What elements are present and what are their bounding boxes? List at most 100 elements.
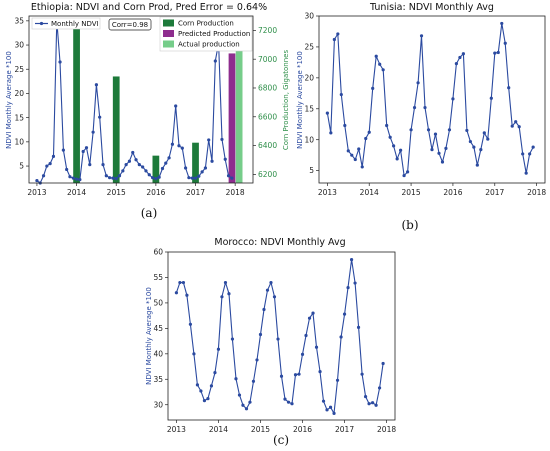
tunisia-ndvi-data-point (479, 148, 483, 152)
tunisia-x-tick-label: 2013 (318, 188, 337, 197)
ethiopia-ndvi-data-point (51, 154, 56, 158)
tunisia-ndvi-data-point (503, 41, 507, 45)
ethiopia-ndvi-data-point (74, 177, 79, 181)
morocco-ndvi-data-point (283, 397, 287, 401)
tunisia-ndvi-data-point (378, 62, 382, 66)
morocco-ndvi-data-point (248, 400, 252, 404)
tunisia-ndvi-data-point (458, 55, 462, 60)
morocco-ndvi-data-point (356, 325, 361, 329)
ethiopia-ndvi-data-point (61, 148, 65, 152)
morocco-ndvi-data-point (220, 295, 224, 299)
morocco-ndvi-data-point (181, 280, 186, 285)
tunisia-ndvi-data-point (475, 163, 479, 167)
ethiopia-ndvi-legend-label: Monthly NDVI (51, 20, 99, 28)
tunisia-ndvi-data-point (392, 144, 396, 148)
tunisia-x-tick-label: 2015 (402, 188, 421, 197)
morocco-ndvi-data-point (237, 393, 242, 397)
morocco-ndvi-data-point (279, 374, 284, 378)
ethiopia-y2-tick-label: 6600 (258, 112, 277, 121)
tunisia-ndvi-data-point (406, 170, 410, 174)
ethiopia-y-tick-label: 25 (14, 65, 24, 74)
ethiopia-ndvi-data-point (78, 178, 82, 182)
ethiopia-y-tick-label: 20 (14, 89, 24, 98)
ethiopia-ndvi-data-point (48, 162, 52, 166)
ethiopia-y2-tick-label: 6400 (258, 141, 277, 150)
morocco-x-tick-label: 2015 (251, 425, 270, 434)
tunisia-ndvi-data-point (500, 21, 504, 26)
morocco-ndvi-data-point (304, 333, 308, 338)
morocco-ndvi-data-point (342, 312, 347, 316)
morocco-y-tick-label: 55 (153, 273, 163, 282)
tunisia-ndvi-data-point (329, 131, 333, 135)
morocco-plot-frame (167, 251, 396, 421)
ethiopia-ndvi-data-point (207, 138, 211, 142)
ethiopia-ndvi-data-point (137, 163, 141, 167)
morocco-chart-panel: Morocco: NDVI Monthly Avg 2013 2014 2015 20… (145, 237, 396, 447)
morocco-ndvi-data-point (202, 399, 207, 403)
morocco-ndvi-data-point (381, 361, 385, 366)
tunisia-chart-title: Tunisia: NDVI Monthly Avg (369, 2, 494, 13)
morocco-panel-label: (c) (273, 433, 289, 447)
ethiopia-ndvi-data-point (108, 176, 112, 180)
morocco-x-tick-label: 2018 (377, 425, 396, 434)
ethiopia-y2-tick-label: 6200 (258, 170, 277, 179)
morocco-ndvi-data-point (262, 307, 266, 312)
ethiopia-corn-legend-label: Corn Production (178, 20, 234, 28)
ethiopia-ndvi-data-point (71, 176, 75, 180)
corn-production-bar (73, 21, 80, 183)
tunisia-ndvi-data-point (468, 139, 472, 144)
tunisia-ndvi-data-point (353, 157, 357, 162)
tunisia-ndvi-data-point (489, 96, 493, 100)
morocco-ndvi-data-point (377, 386, 382, 390)
tunisia-y-tick-label: 20 (304, 73, 314, 82)
tunisia-ndvi-data-point (528, 152, 532, 156)
morocco-ndvi-data-point (174, 291, 179, 295)
tunisia-ndvi-data-point (430, 148, 434, 152)
ethiopia-ndvi-data-point (101, 163, 105, 167)
morocco-ndvi-data-point (251, 379, 256, 383)
tunisia-ndvi-data-point (486, 137, 490, 141)
ethiopia-ndvi-data-point (150, 176, 155, 180)
morocco-ndvi-data-point (195, 383, 200, 387)
morocco-ndvi-data-point (314, 345, 319, 349)
ethiopia-ndvi-data-point (45, 164, 49, 168)
tunisia-ndvi-data-point (451, 97, 455, 101)
ethiopia-y-tick-label: 30 (14, 41, 24, 50)
tunisia-y-tick-label: 15 (304, 104, 314, 113)
ethiopia-ndvi-data-point (88, 163, 92, 167)
ethiopia-ndvi-data-point (65, 167, 69, 172)
tunisia-plot-frame (318, 15, 546, 184)
ethiopia-ndvi-data-point (180, 146, 184, 150)
ethiopia-ndvi-data-point (68, 175, 72, 179)
ethiopia-ndvi-data-point (170, 142, 174, 146)
ethiopia-corn-legend-swatch (163, 19, 174, 27)
ethiopia-ndvi-data-point (144, 169, 148, 173)
morocco-ndvi-data-point (213, 371, 217, 375)
ethiopia-ndvi-data-point (94, 83, 98, 87)
morocco-x-tick-label: 2013 (167, 425, 186, 434)
tunisia-y-axis-label: NDVI Monthly Average *100 (296, 51, 304, 149)
corn-production-bar (192, 142, 199, 183)
tunisia-ndvi-data-point (364, 136, 368, 141)
tunisia-ndvi-data-point (399, 148, 403, 152)
tunisia-ndvi-data-point (426, 128, 431, 132)
morocco-ndvi-series-line (175, 259, 384, 414)
tunisia-ndvi-data-point (514, 120, 518, 124)
tunisia-ndvi-data-point (437, 151, 441, 155)
tunisia-ndvi-data-point (447, 128, 452, 132)
ethiopia-production-legend-box (159, 16, 253, 52)
morocco-y-tick-label: 40 (153, 349, 163, 358)
morocco-ndvi-data-point (321, 399, 326, 403)
tunisia-ndvi-data-point (367, 130, 371, 134)
morocco-ndvi-data-point (265, 288, 270, 292)
tunisia-ndvi-data-point (510, 124, 514, 128)
morocco-y-tick-label: 60 (153, 248, 163, 257)
ethiopia-y-tick-label: 10 (14, 137, 24, 146)
ethiopia-x-tick-label: 2013 (27, 188, 46, 197)
ethiopia-ndvi-data-point (197, 174, 201, 178)
morocco-ndvi-data-point (276, 337, 280, 341)
ethiopia-ndvi-data-point (41, 174, 46, 178)
morocco-x-tick-label: 2016 (293, 425, 312, 434)
morocco-ndvi-data-point (325, 408, 329, 412)
ethiopia-chart-title: Ethiopia: NDVI and Corn Prod, Pred Error… (31, 2, 267, 13)
